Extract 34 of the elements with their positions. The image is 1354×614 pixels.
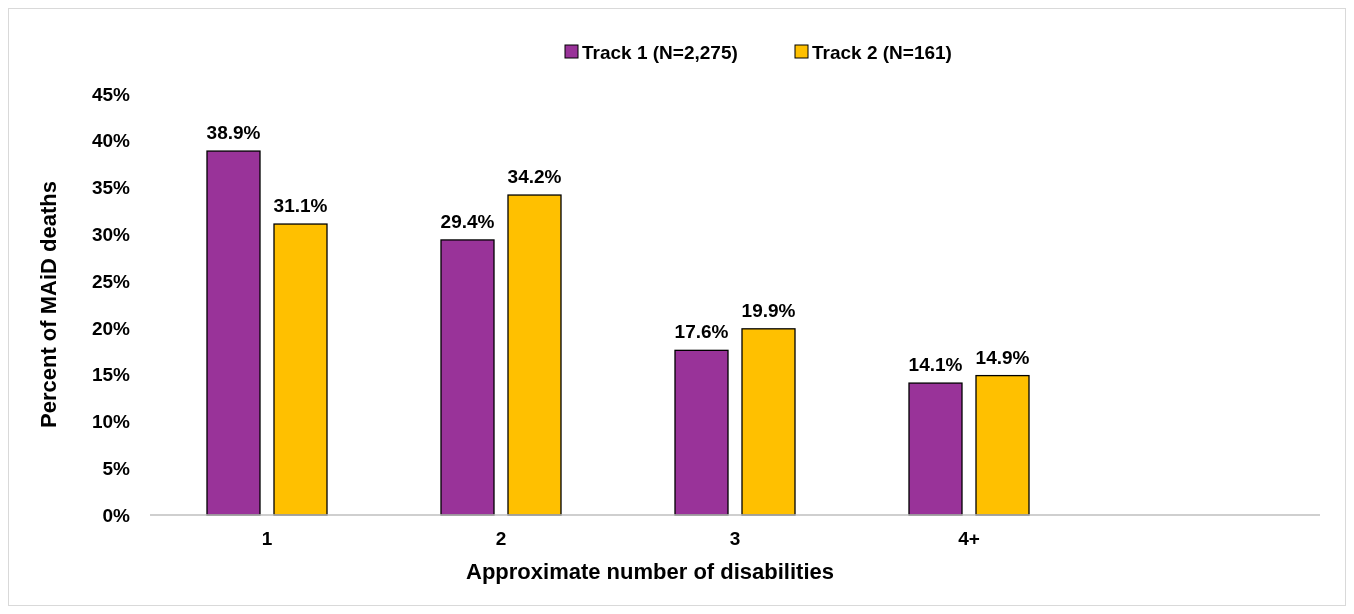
y-tick-label: 25% [91,270,131,292]
y-tick-label: 0% [102,504,131,526]
data-label: 29.4% [440,210,495,232]
data-label: 34.2% [507,166,562,188]
x-tick-label: 4+ [958,528,980,549]
bar [975,374,1030,516]
data-label: 19.9% [741,299,796,321]
y-tick-label: 5% [102,457,131,479]
bar [440,239,495,516]
bar [741,328,796,516]
x-axis-title: Approximate number of disabilities [466,559,834,584]
y-tick-label: 20% [91,317,131,339]
data-label: 14.1% [908,354,963,376]
bar [273,223,328,516]
y-tick-label: 15% [91,364,131,386]
x-tick-label: 3 [729,528,741,549]
y-tick-label: 10% [91,411,131,433]
y-tick-label: 30% [91,223,131,245]
data-label: 38.9% [206,122,261,144]
legend-label: Track 2 (N=161) [812,41,952,63]
data-label: 31.1% [273,195,328,217]
bar [908,382,963,516]
bar [206,150,261,516]
x-tick-label: 1 [261,528,273,549]
y-tick-label: 40% [91,130,131,152]
bar [674,349,729,516]
x-tick-label: 2 [495,528,507,549]
y-tick-label: 35% [91,177,131,199]
bar [507,194,562,516]
legend-label: Track 1 (N=2,275) [582,41,738,63]
data-label: 17.6% [674,321,729,343]
data-label: 14.9% [975,346,1030,368]
y-axis-title: Percent of MAiD deaths [36,181,61,428]
y-tick-label: 45% [91,83,131,105]
